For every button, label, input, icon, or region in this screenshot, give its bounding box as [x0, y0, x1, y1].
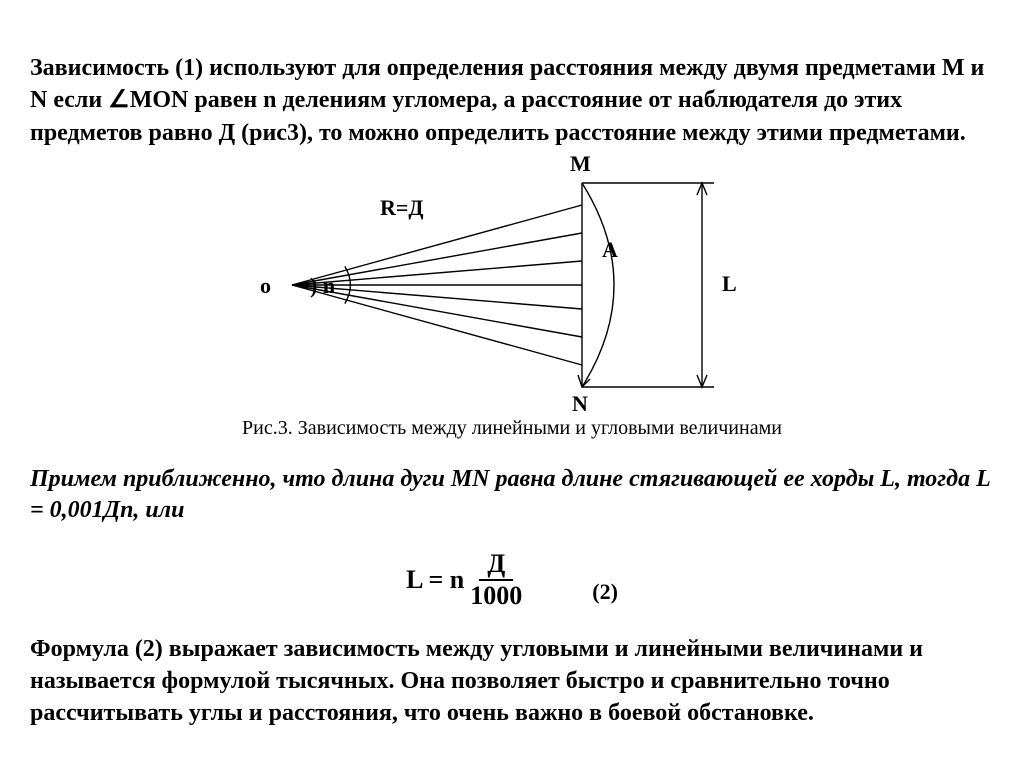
formula-fraction: Д 1000 [470, 551, 522, 609]
angle-diagram: M N R=Д o ) n A L [232, 155, 792, 415]
label-a: A [602, 237, 618, 263]
diagram-container: M N R=Д o ) n A L [30, 155, 994, 415]
assumption-paragraph: Примем приближенно, что длина дуги MN ра… [30, 464, 994, 526]
formula-thousands: L = n Д 1000 [406, 551, 522, 609]
figure-caption: Рис.3. Зависимость между линейными и угл… [30, 417, 994, 440]
formula-denominator: 1000 [470, 581, 522, 609]
formula-lhs: L = n [406, 565, 464, 595]
label-angle-n: ) n [310, 273, 335, 299]
label-n-bottom: N [572, 391, 588, 417]
label-r-d: R=Д [380, 195, 424, 221]
label-o: o [260, 273, 271, 299]
label-l: L [722, 271, 737, 297]
label-m: M [570, 151, 591, 177]
intro-paragraph: Зависимость (1) используют для определен… [30, 52, 994, 149]
formula-number: (2) [592, 579, 618, 609]
formula-row: L = n Д 1000 (2) [30, 551, 994, 609]
conclusion-paragraph: Формула (2) выражает зависимость между у… [30, 633, 994, 730]
formula-numerator: Д [479, 551, 513, 581]
